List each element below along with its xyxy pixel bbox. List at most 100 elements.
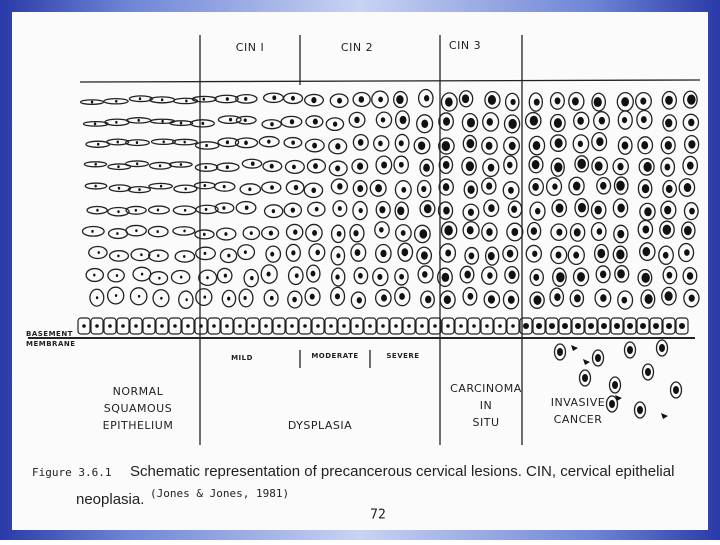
nucleus <box>617 269 625 279</box>
nucleus <box>227 296 231 301</box>
cell <box>529 268 544 287</box>
cell <box>219 248 238 264</box>
cell <box>170 269 191 285</box>
nucleus <box>135 141 139 145</box>
nucleus <box>179 121 183 125</box>
nucleus <box>138 188 141 192</box>
nucleus <box>137 294 141 298</box>
nucleus <box>243 250 247 254</box>
nucleus <box>621 97 630 107</box>
nucleus <box>645 368 651 376</box>
cell <box>459 265 475 284</box>
cell <box>683 202 699 221</box>
basal-cell <box>90 317 104 335</box>
basal-cell <box>675 317 689 335</box>
nucleus <box>530 227 538 235</box>
cell <box>662 265 678 285</box>
cell <box>462 203 480 222</box>
cell <box>124 160 150 168</box>
cell <box>305 115 324 129</box>
nucleus <box>96 142 100 146</box>
nucleus <box>508 118 517 129</box>
nucleus <box>627 323 633 329</box>
cell <box>591 92 607 112</box>
nucleus <box>616 180 625 191</box>
nucleus <box>337 206 342 211</box>
cell <box>375 111 393 129</box>
nucleus <box>593 97 602 108</box>
nucleus <box>443 206 450 215</box>
nucleus <box>617 229 625 239</box>
nucleus <box>627 346 633 354</box>
cell <box>191 95 217 103</box>
cell <box>572 134 590 154</box>
cell <box>393 90 408 109</box>
nucleus <box>574 294 581 303</box>
nucleus <box>485 141 493 150</box>
nucleus <box>309 293 315 300</box>
nucleus <box>157 254 160 258</box>
nucleus <box>508 270 516 280</box>
caption-text: neoplasia. <box>76 491 144 508</box>
nucleus <box>554 138 563 148</box>
nucleus <box>91 229 94 233</box>
cell <box>659 220 675 239</box>
cell <box>217 137 240 148</box>
basal-cell <box>142 317 156 335</box>
nucleus <box>202 232 206 237</box>
cell <box>148 271 169 286</box>
cell <box>352 200 368 221</box>
cell <box>261 181 282 194</box>
cell <box>549 91 565 110</box>
region-label: DYSPLASIA <box>288 419 352 432</box>
basal-cell <box>532 317 546 335</box>
cell <box>438 137 455 155</box>
cell <box>440 92 458 112</box>
cell <box>569 289 585 308</box>
nucleus <box>206 276 209 280</box>
nucleus <box>554 162 563 173</box>
nucleus <box>378 96 383 103</box>
nucleus <box>425 295 432 304</box>
nucleus <box>224 232 228 236</box>
cell <box>351 158 369 175</box>
cell <box>130 248 151 262</box>
nucleus <box>554 97 561 105</box>
nucleus <box>401 248 409 257</box>
cell <box>352 91 371 108</box>
nucleus <box>356 297 362 304</box>
nucleus <box>270 185 274 190</box>
cell <box>591 156 609 176</box>
cell <box>330 224 346 244</box>
nucleus <box>202 97 206 101</box>
cell <box>394 180 412 200</box>
cell <box>635 92 652 111</box>
cell <box>147 205 170 215</box>
nucleus <box>511 227 519 237</box>
cell <box>550 245 568 265</box>
cell <box>416 179 432 199</box>
nucleus <box>160 98 164 102</box>
cell <box>617 136 633 155</box>
cell <box>397 242 414 262</box>
nucleus <box>183 140 186 144</box>
invasive-cell <box>669 381 683 399</box>
nucleus <box>184 187 187 191</box>
cell <box>503 136 520 156</box>
nucleus <box>420 251 428 260</box>
basal-cell <box>415 317 429 335</box>
cell <box>332 200 348 217</box>
cin-label: CIN I <box>236 41 264 54</box>
cell <box>484 91 501 109</box>
cell <box>437 267 453 288</box>
cell <box>263 289 279 307</box>
nucleus <box>486 182 493 190</box>
nucleus <box>335 274 340 280</box>
nucleus <box>116 232 119 235</box>
cell <box>330 245 346 266</box>
cell <box>84 182 108 190</box>
cell <box>662 114 678 132</box>
cell <box>458 90 474 108</box>
cell <box>684 134 700 154</box>
cell <box>285 180 305 196</box>
